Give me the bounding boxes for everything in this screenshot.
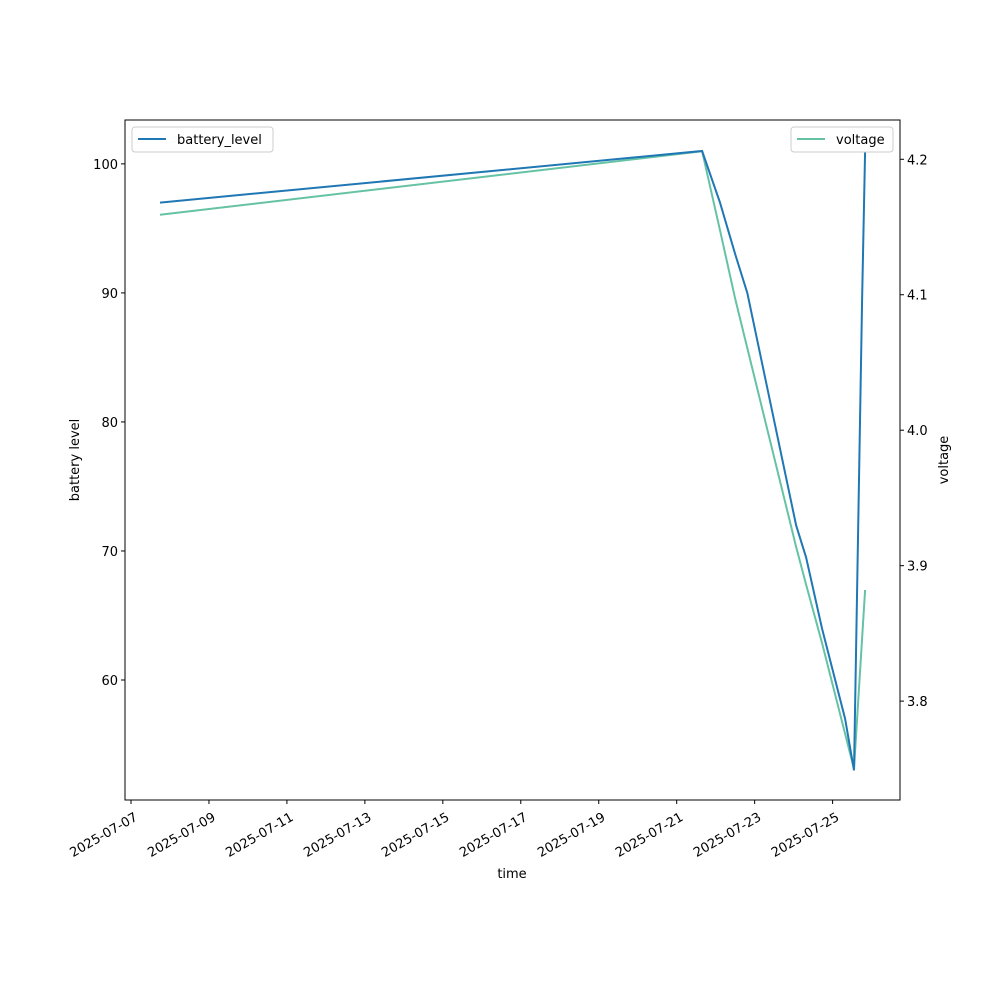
legend-voltage: voltage <box>790 126 894 153</box>
x-tick-label: 2025-07-25 <box>769 810 842 861</box>
y-tick-label-left: 70 <box>101 545 118 560</box>
y-axis-label-right: voltage <box>937 436 952 485</box>
x-tick-label: 2025-07-21 <box>613 810 686 861</box>
y-axis-label-left: battery level <box>68 419 83 502</box>
legend-label-battery-level: battery_level <box>177 133 262 148</box>
y-tick-label-right: 3.8 <box>907 695 928 710</box>
x-tick-label: 2025-07-19 <box>535 810 608 861</box>
x-tick-label: 2025-07-17 <box>457 810 530 861</box>
y-tick-label-right: 4.2 <box>907 153 928 168</box>
y-tick-label-right: 4.1 <box>907 289 928 304</box>
x-tick-label: 2025-07-07 <box>67 810 140 861</box>
y-tick-label-right: 4.0 <box>907 424 928 439</box>
legend-battery-level: battery_level <box>131 126 274 153</box>
x-axis-label: time <box>497 867 526 882</box>
x-tick-label: 2025-07-15 <box>379 810 452 861</box>
series-line-battery-level <box>159 149 867 771</box>
x-tick-label: 2025-07-09 <box>145 810 218 861</box>
x-tick-label: 2025-07-23 <box>691 810 764 861</box>
x-tick-label: 2025-07-13 <box>301 810 374 861</box>
y-tick-label-left: 100 <box>93 158 118 173</box>
y-tick-label-left: 90 <box>101 287 118 302</box>
plot-area <box>124 119 901 801</box>
series-line-voltage <box>159 150 867 770</box>
legend-label-voltage: voltage <box>836 133 885 148</box>
y-tick-label-left: 60 <box>101 674 118 689</box>
x-tick-label: 2025-07-11 <box>223 810 296 861</box>
y-tick-label-left: 80 <box>101 416 118 431</box>
y-tick-label-right: 3.9 <box>907 560 928 575</box>
